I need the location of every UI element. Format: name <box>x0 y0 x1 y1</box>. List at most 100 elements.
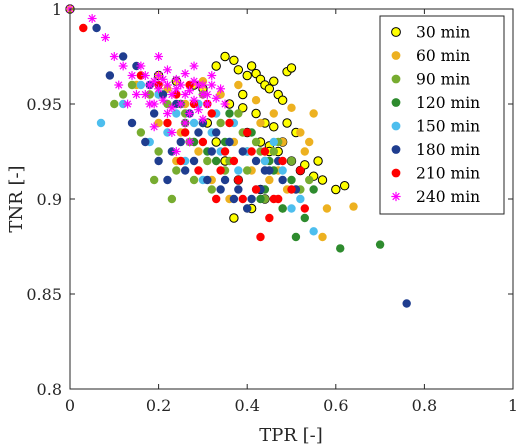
data-point <box>260 166 270 175</box>
data-point <box>296 128 305 137</box>
data-point <box>163 118 172 128</box>
data-point <box>269 122 279 132</box>
legend-marker <box>391 168 401 178</box>
data-point <box>180 118 190 128</box>
x-tick-label: 0.6 <box>323 396 348 415</box>
data-point <box>189 61 199 71</box>
data-point <box>171 147 181 156</box>
data-point <box>180 69 190 79</box>
data-point <box>180 166 190 175</box>
data-point <box>309 185 318 194</box>
data-point <box>189 118 199 128</box>
data-point <box>233 65 244 75</box>
data-point <box>251 96 261 105</box>
data-point <box>296 194 305 204</box>
data-point <box>123 99 132 109</box>
data-point <box>101 33 110 42</box>
data-point <box>211 128 221 137</box>
data-point <box>375 240 385 249</box>
data-point <box>176 137 185 147</box>
x-tick-label: 0.2 <box>146 396 171 415</box>
data-point <box>251 137 261 147</box>
x-axis-ticks: 0 0.2 0.4 0.6 0.8 1 <box>65 9 516 415</box>
data-point <box>287 156 296 166</box>
y-axis-ticks: 0.8 0.85 0.9 0.95 1 <box>26 0 513 399</box>
data-point <box>238 103 248 113</box>
data-point <box>251 108 261 119</box>
data-point <box>229 156 239 166</box>
legend-item: 120 min <box>391 94 480 112</box>
data-point <box>247 194 256 204</box>
data-point <box>207 147 216 156</box>
data-point <box>242 70 252 81</box>
y-axis-label: TNR [-] <box>6 165 27 232</box>
data-point <box>185 109 195 118</box>
data-point <box>234 166 243 175</box>
data-point <box>260 147 270 156</box>
data-point <box>189 76 199 86</box>
data-point <box>87 14 97 23</box>
legend-marker <box>391 74 401 84</box>
data-point <box>216 118 225 128</box>
data-point <box>225 137 234 147</box>
data-point <box>194 166 203 175</box>
data-point <box>278 166 287 175</box>
legend-item: 30 min <box>391 24 470 42</box>
data-point <box>154 156 163 166</box>
data-point <box>339 181 350 191</box>
data-point <box>198 114 208 124</box>
legend-item: 180 min <box>391 141 480 159</box>
data-point <box>92 23 101 33</box>
data-point <box>265 213 274 223</box>
data-point <box>287 185 296 194</box>
data-point <box>140 71 150 80</box>
data-point <box>336 244 345 253</box>
data-point <box>269 109 278 118</box>
data-point <box>300 160 310 170</box>
data-point <box>234 109 243 118</box>
legend-item: 210 min <box>391 165 480 183</box>
series-180-min <box>92 23 411 308</box>
data-point <box>331 184 341 195</box>
data-point <box>136 128 146 137</box>
legend-marker <box>391 191 401 202</box>
data-point <box>167 194 177 204</box>
data-point <box>189 95 199 105</box>
data-point <box>278 204 287 213</box>
y-tick-label: 0.9 <box>37 190 62 209</box>
legend-marker <box>391 121 401 131</box>
data-point <box>265 175 274 185</box>
data-point <box>264 84 275 94</box>
data-point <box>202 90 212 99</box>
data-point <box>79 23 88 33</box>
data-point <box>317 175 328 185</box>
legend-label: 150 min <box>416 118 480 136</box>
data-point <box>243 166 252 175</box>
data-point <box>305 137 314 147</box>
data-point <box>211 61 221 71</box>
data-point <box>349 202 358 211</box>
data-point <box>154 71 164 80</box>
data-point <box>158 95 168 105</box>
data-point <box>216 84 226 94</box>
data-point <box>278 175 287 185</box>
data-point <box>114 80 124 90</box>
data-point <box>127 118 137 128</box>
data-point <box>211 137 221 147</box>
data-point <box>269 137 278 147</box>
data-point <box>256 194 265 204</box>
legend-label: 240 min <box>416 188 480 206</box>
data-point <box>238 89 248 100</box>
data-point <box>318 232 327 242</box>
data-point <box>194 147 203 156</box>
data-point <box>287 204 296 213</box>
data-point <box>243 204 252 213</box>
data-point <box>269 147 278 156</box>
data-point <box>274 194 283 204</box>
legend-label: 120 min <box>416 94 480 112</box>
data-point <box>172 166 181 175</box>
data-point <box>225 118 234 128</box>
data-point <box>145 99 155 109</box>
legend-item: 90 min <box>391 71 470 89</box>
data-point <box>198 80 208 90</box>
